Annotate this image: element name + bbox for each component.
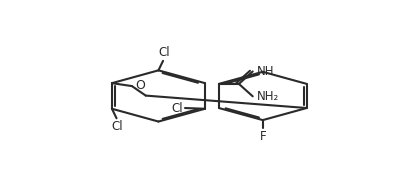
Text: O: O	[135, 79, 145, 92]
Text: NH: NH	[257, 65, 275, 78]
Text: Cl: Cl	[112, 120, 123, 133]
Text: F: F	[259, 130, 266, 143]
Text: NH₂: NH₂	[257, 90, 280, 103]
Text: Cl: Cl	[171, 101, 183, 115]
Text: Cl: Cl	[158, 46, 170, 59]
